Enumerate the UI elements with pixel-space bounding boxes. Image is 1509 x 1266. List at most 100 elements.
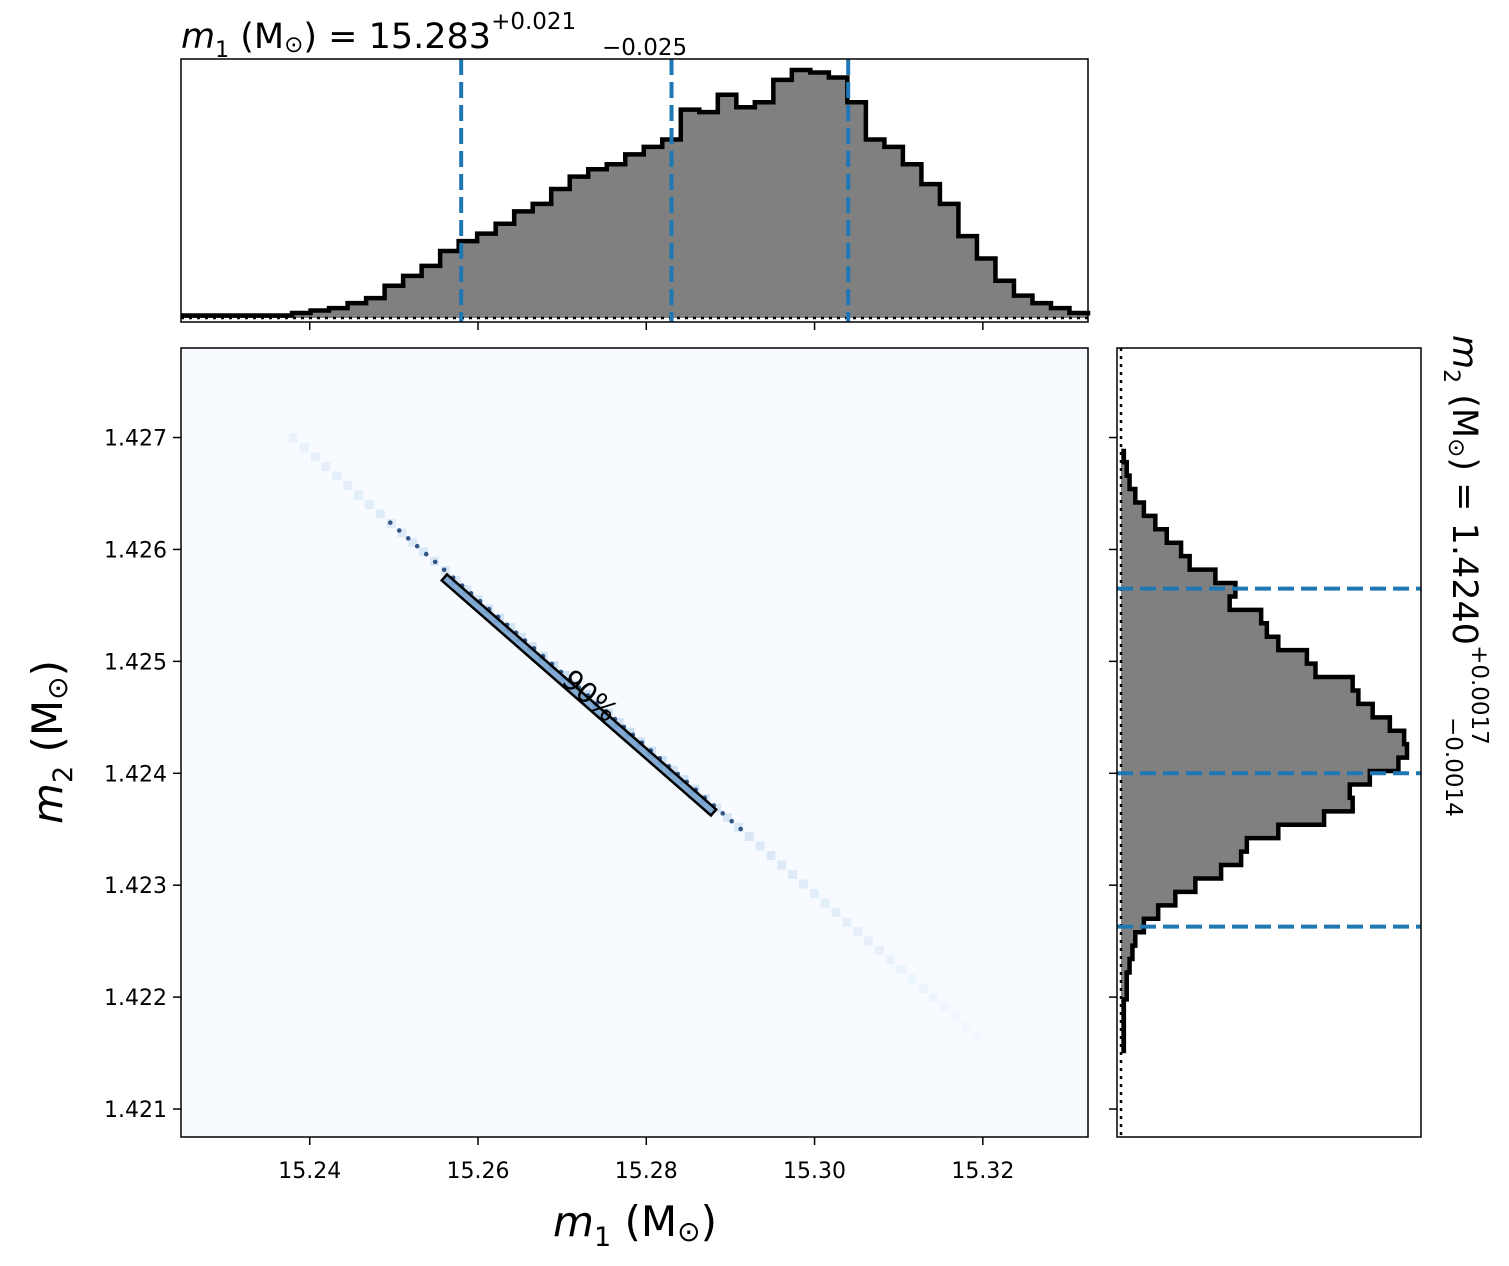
m2-marginal-frame: [1116, 347, 1422, 1138]
m1-hist-bin: [421, 265, 441, 318]
y-tick-label: 1.421: [104, 1098, 167, 1123]
density-cell: [505, 623, 515, 633]
density-cell: [462, 585, 472, 595]
density-cell: [885, 955, 895, 965]
density-cell: [397, 528, 407, 538]
m1-hist-bin: [625, 154, 645, 318]
density-cell: [679, 775, 689, 785]
y-tick-label: 1.427: [104, 427, 167, 452]
y-axis-label: m2 (M⊙): [23, 660, 79, 824]
m2-hist-bin: [1121, 529, 1167, 544]
y-tick-label: 1.425: [104, 650, 167, 675]
m2-hist-bin: [1121, 489, 1136, 503]
m1-hist-bin: [754, 102, 774, 319]
m1-marginal-title: m1 (M⊙) = 15.283+0.021−0.025: [181, 9, 687, 63]
m2-hist-bin: [1121, 865, 1222, 879]
contour-90: [439, 572, 718, 818]
density-dot: [729, 818, 735, 824]
density-cell: [516, 632, 526, 642]
m2-hist-bin: [1121, 838, 1247, 853]
m1-hist-bin: [1013, 295, 1033, 318]
density-cell: [310, 452, 320, 462]
density-cell: [343, 480, 353, 490]
m1-hist-bin: [292, 313, 312, 318]
m2-hist-bin: [1121, 730, 1405, 745]
density-cell: [864, 936, 874, 946]
m2-hist-bin: [1121, 542, 1182, 557]
density-cell: [354, 490, 364, 500]
density-cell: [527, 642, 537, 652]
m2-hist-bin: [1121, 515, 1156, 530]
m1-hist-bin: [680, 109, 700, 319]
density-cell: [549, 661, 559, 671]
m1-hist-bin: [606, 164, 626, 318]
density-cell: [907, 974, 917, 984]
density-cell: [473, 594, 483, 604]
m1-x-axis-ticks: 15.24 15.26 15.28 15.30 15.32: [278, 1137, 1014, 1184]
density-cell: [842, 917, 852, 927]
m1-hist-bin: [403, 275, 423, 318]
density-cell: [744, 832, 754, 842]
m2-marginal-histogram: [1109, 347, 1422, 1138]
density-dot: [432, 559, 438, 565]
x-tick-label: 15.32: [951, 1159, 1014, 1184]
density-cell: [419, 547, 429, 557]
x-tick-label: 15.30: [783, 1159, 846, 1184]
density-cell: [755, 841, 765, 851]
density-cell: [321, 461, 331, 471]
m2-hist-bin: [1121, 556, 1190, 571]
m2-hist-bin: [1121, 663, 1316, 678]
m2-quantile-lines: [1117, 586, 1421, 929]
density-dot: [405, 536, 411, 541]
density-cell: [929, 993, 939, 1003]
m2-hist-bin: [1121, 797, 1353, 812]
density-cell: [950, 1012, 960, 1022]
m2-hist-bin: [1121, 744, 1407, 759]
density-cell: [408, 537, 418, 547]
density-cell: [723, 813, 733, 823]
joint-density-ridge: [288, 433, 1003, 1059]
density-cell: [668, 765, 678, 775]
m2-hist-bin: [1121, 757, 1399, 772]
density-cell: [853, 926, 863, 936]
density-cell: [375, 509, 385, 519]
m1-hist-outline: [181, 67, 1091, 318]
m1-histogram-bars: [181, 67, 1091, 319]
density-dot: [720, 811, 726, 816]
density-dot: [441, 567, 447, 573]
m2-hist-bin: [1121, 703, 1373, 718]
x-tick-label: 15.26: [447, 1159, 510, 1184]
y-tick-label: 1.423: [104, 874, 167, 899]
m1-hist-bin: [1069, 313, 1089, 318]
m2-hist-bin: [1121, 636, 1279, 651]
y-tick-label: 1.422: [104, 986, 167, 1011]
density-cell: [288, 433, 298, 443]
m1-hist-bin: [366, 298, 386, 318]
y-tick-label: 1.424: [104, 762, 167, 787]
m1-hist-bin: [884, 146, 904, 318]
m2-hist-bin: [1121, 502, 1144, 517]
density-cell: [994, 1050, 1003, 1059]
m2-hist-bin: [1121, 717, 1390, 732]
density-cell: [625, 727, 635, 737]
m1-hist-bin: [643, 146, 663, 318]
m1-hist-bin: [551, 189, 571, 318]
density-cell: [972, 1031, 982, 1041]
m1-hist-bin: [569, 176, 589, 318]
density-dot: [396, 528, 402, 533]
y-tick-label: 1.426: [104, 538, 167, 563]
m1-hist-bin: [791, 70, 811, 318]
density-dot: [387, 520, 393, 525]
m1-marginal-frame: [180, 58, 1089, 323]
density-cell: [332, 471, 342, 481]
m1-hist-bin: [1032, 303, 1052, 318]
density-cell: [918, 983, 928, 993]
contour-90-region: [439, 572, 718, 818]
m1-hist-bin: [939, 203, 959, 318]
density-cell: [961, 1021, 971, 1031]
density-cell: [603, 708, 613, 718]
m2-hist-bin: [1121, 959, 1130, 973]
m1-hist-bin: [440, 251, 460, 318]
m1-hist-bin: [495, 223, 515, 318]
m2-hist-bin: [1121, 851, 1242, 866]
